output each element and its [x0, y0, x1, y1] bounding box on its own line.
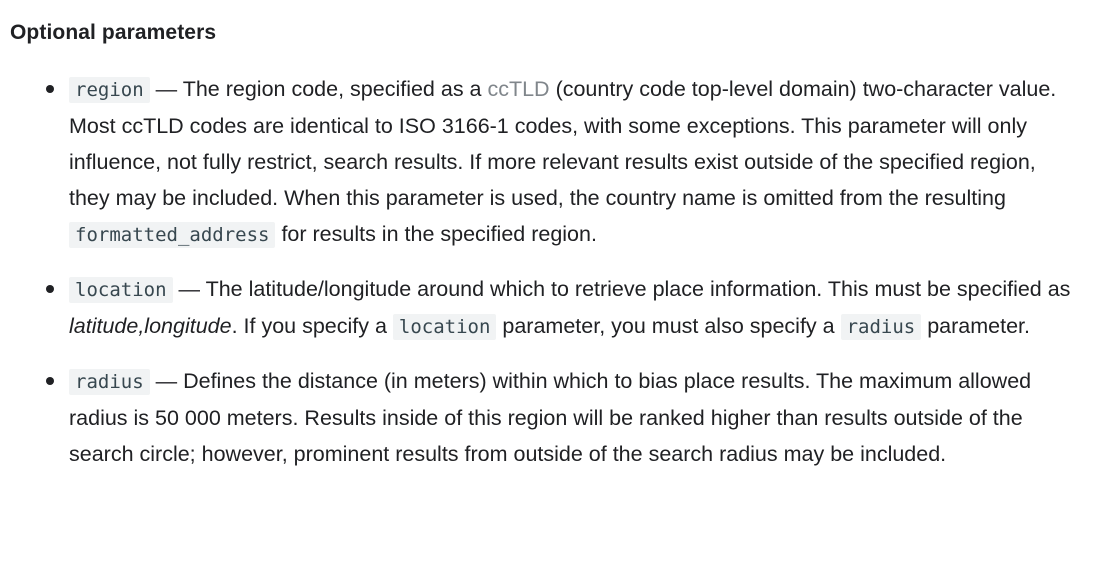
emphasis-text: latitude,longitude	[69, 314, 232, 338]
param-description-text: parameter.	[921, 314, 1030, 338]
bullet-icon	[46, 85, 54, 93]
param-region-item: region — The region code, specified as a…	[10, 71, 1096, 253]
param-name-code: location	[69, 277, 173, 303]
inline-code: radius	[840, 314, 922, 340]
bullet-icon	[46, 285, 54, 293]
parameter-list: region — The region code, specified as a…	[10, 71, 1096, 472]
param-name-code: radius	[69, 369, 150, 395]
param-description-text: — Defines the distance (in meters) withi…	[69, 369, 1032, 466]
inline-code: location	[392, 314, 497, 340]
cctld-link[interactable]: ccTLD	[487, 77, 550, 101]
bullet-icon	[46, 377, 54, 385]
param-name-code: region	[69, 77, 150, 103]
param-description-text: — The region code, specified as a	[149, 77, 488, 101]
param-radius-item: radius — Defines the distance (in meters…	[10, 363, 1096, 472]
section-heading: Optional parameters	[10, 21, 217, 44]
param-description-text: for results in the specified region.	[275, 222, 597, 246]
param-description-text: parameter, you must also specify a	[496, 314, 841, 338]
param-location-item: location — The latitude/longitude around…	[10, 271, 1096, 345]
param-description-text: — The latitude/longitude around which to…	[172, 277, 1071, 301]
param-description-text: (country code top-level domain) two-char…	[69, 77, 1057, 210]
inline-code: formatted_address	[69, 222, 276, 248]
param-description-text: . If you specify a	[231, 314, 393, 338]
